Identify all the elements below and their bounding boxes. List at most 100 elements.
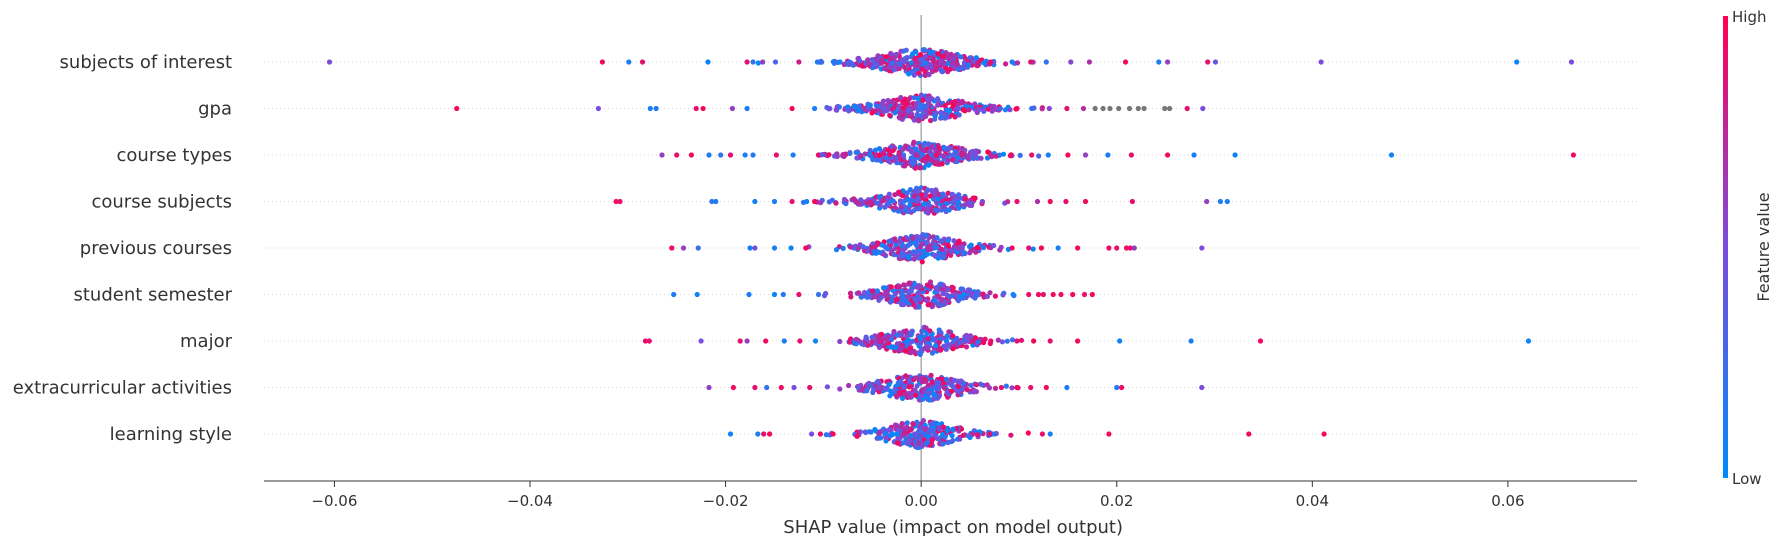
feature-label: previous courses [80,238,232,259]
shap-point [950,102,956,108]
shap-point [975,289,981,295]
shap-point [973,55,980,61]
shap-point [987,431,993,437]
shap-point [894,422,900,429]
shap-point [930,57,936,63]
feature-row-points [671,279,1095,310]
shap-point [919,66,925,72]
shap-point [1050,291,1056,298]
shap-point [934,235,940,241]
shap-point [903,329,909,335]
shap-point [1010,291,1016,298]
shap-point [941,144,947,150]
shap-point [988,103,994,110]
shap-point [933,152,939,158]
shap-point [760,59,766,65]
shap-point [894,332,900,338]
shap-point [916,188,922,194]
shap-point [1075,338,1081,344]
shap-point [919,393,925,399]
shap-point [931,391,937,397]
shap-point [1046,105,1052,112]
feature-row-points [454,92,1206,124]
shap-point [1105,152,1111,158]
shap-point [917,351,923,357]
shap-point [907,208,913,214]
shap-point [1224,198,1230,205]
shap-point [992,293,999,299]
shap-point [326,59,333,65]
shap-point [1064,384,1070,391]
shap-point [950,384,956,390]
shap-point [1026,245,1032,251]
shap-point [1525,338,1532,344]
shap-point [837,338,843,345]
feature-label: learning style [110,424,232,445]
shap-point [833,200,839,206]
shap-point [881,285,887,291]
shap-point [969,290,975,297]
shap-point [1009,245,1015,251]
shap-point [890,431,896,437]
shap-point [1002,107,1009,113]
shap-point [941,53,947,59]
shap-point [922,201,928,207]
shap-point [837,59,843,65]
x-tick-label: 0.02 [1100,492,1133,510]
shap-point [965,433,971,439]
shap-point [927,110,934,116]
shap-point [855,108,861,114]
shap-point [908,155,914,161]
feature-row-points [326,47,1575,78]
shap-point [975,62,981,69]
shap-point [854,199,860,205]
shap-point [945,243,952,249]
shap-point [1003,61,1009,67]
x-tick-label: 0.06 [1491,492,1524,510]
shap-point [887,152,893,158]
shap-point [900,105,906,111]
shap-point [933,343,939,349]
shap-point [923,192,929,198]
shap-point [1100,105,1106,112]
shap-point [912,444,919,450]
shap-point [911,95,917,101]
shap-point [904,54,910,61]
shap-point [863,429,869,436]
shap-point [902,348,909,354]
shap-point [907,202,913,208]
shap-point [921,248,927,254]
shap-point [992,385,999,391]
shap-point [892,205,899,211]
shap-point [867,199,874,205]
shap-point [926,141,932,147]
shap-point [767,431,773,437]
shap-point [910,421,917,427]
shap-point [912,56,918,62]
shap-point [946,329,952,335]
shap-point [862,106,868,112]
shap-point [902,96,908,102]
shap-point [962,250,968,256]
shap-point [840,152,846,158]
shap-point [812,198,818,205]
shap-point [807,384,813,391]
shap-point [1004,338,1010,344]
shap-point [1388,152,1395,158]
shap-point [908,60,914,66]
shap-point [968,242,974,248]
shap-point [1141,105,1147,112]
shap-point [926,397,933,403]
shap-point [830,431,836,437]
shap-point [764,384,770,391]
shap-point [987,340,993,347]
shap-point [884,102,890,108]
shap-point [744,105,750,112]
shap-point [1040,291,1046,298]
shap-point [881,151,887,157]
shap-point [1036,153,1042,159]
shap-point [900,395,906,401]
shap-point [912,165,918,171]
shap-point [1082,152,1089,158]
shap-point [951,198,957,204]
